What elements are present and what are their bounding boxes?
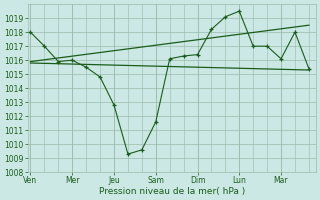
X-axis label: Pression niveau de la mer( hPa ): Pression niveau de la mer( hPa )	[99, 187, 245, 196]
